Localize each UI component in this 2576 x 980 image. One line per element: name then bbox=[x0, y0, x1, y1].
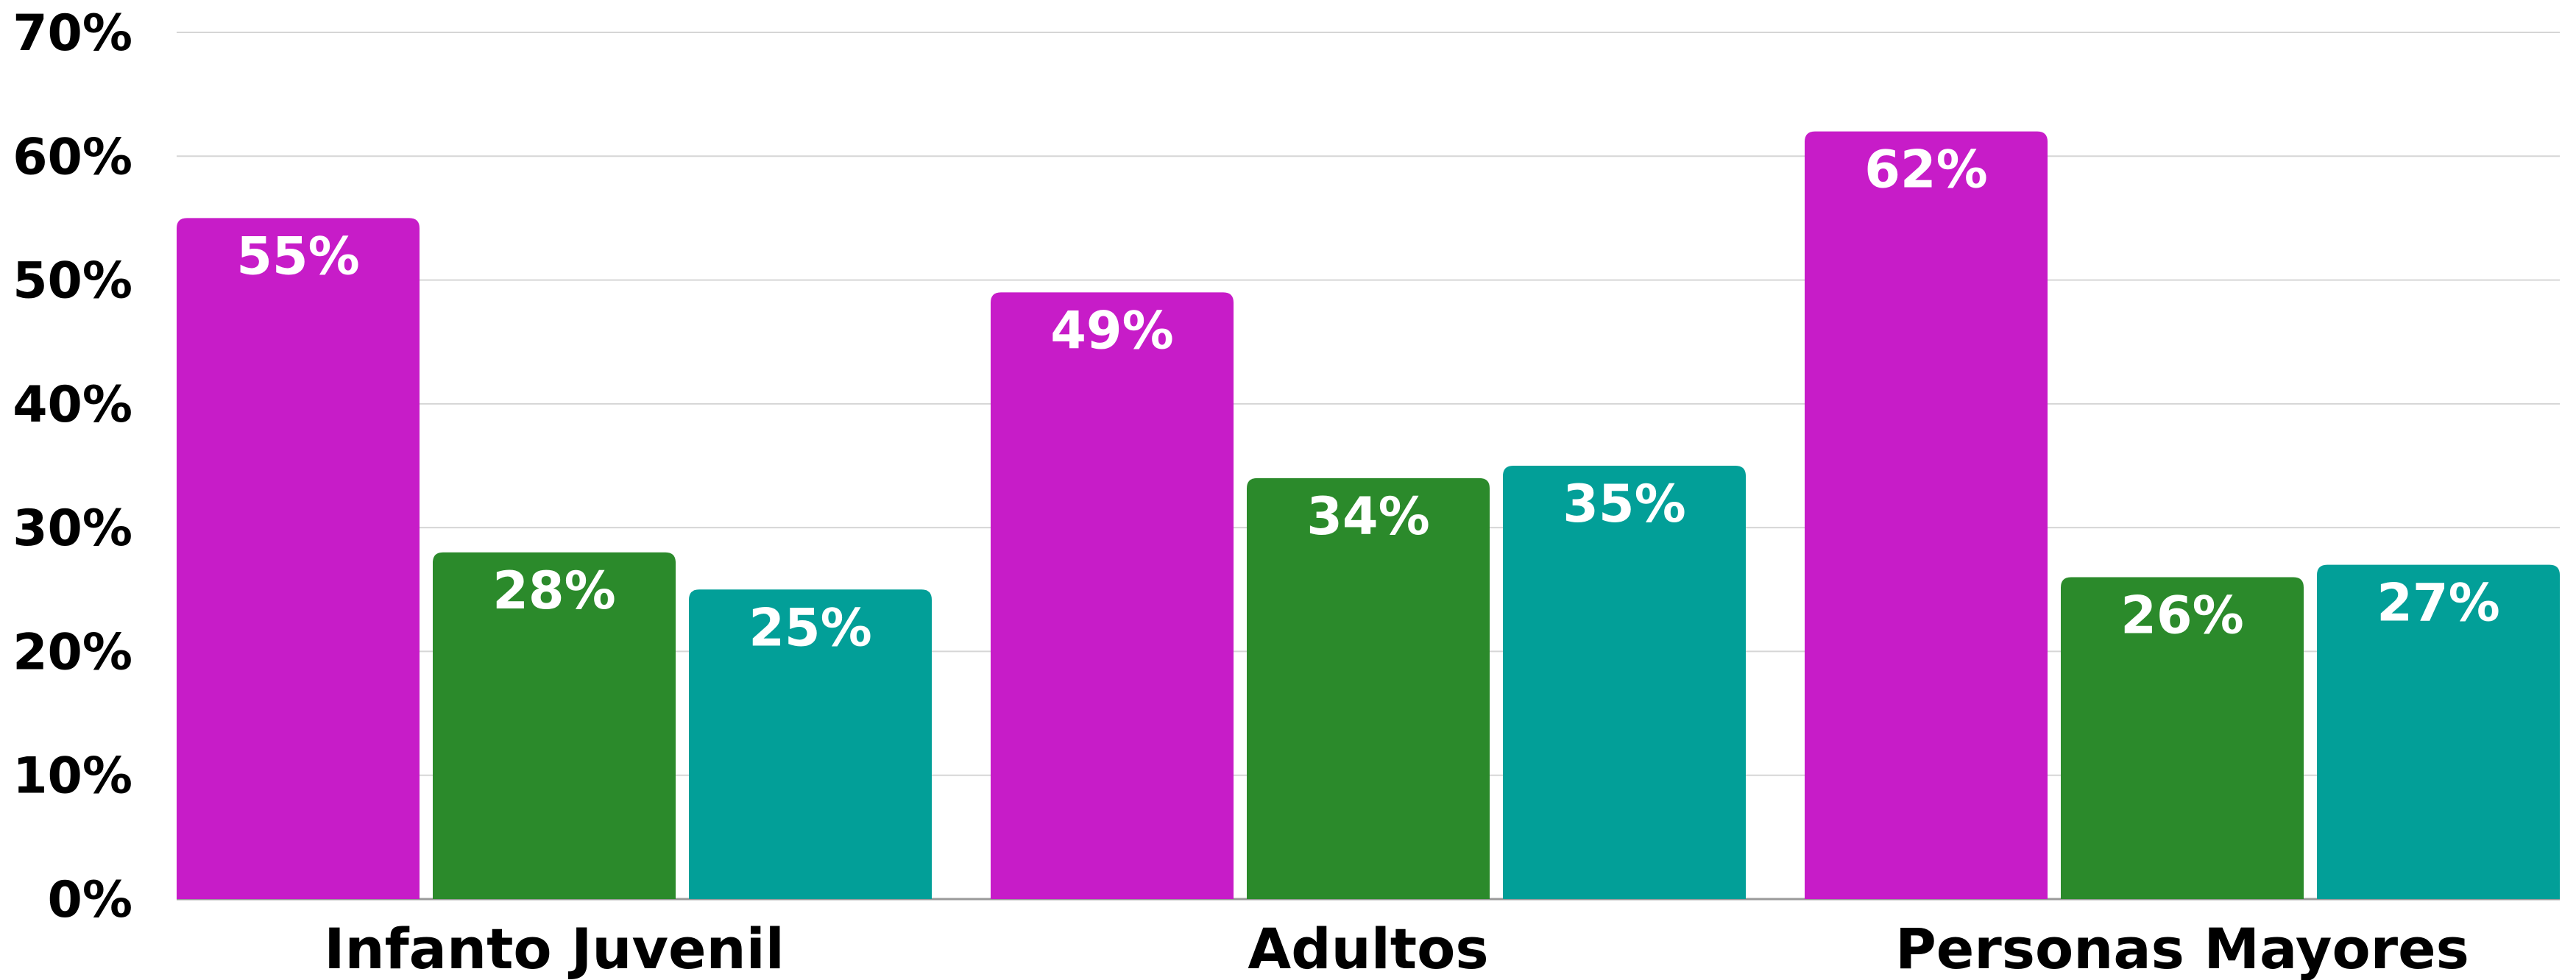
x-category-label: Adultos bbox=[1248, 916, 1488, 980]
bar bbox=[2317, 564, 2560, 899]
bar-data-label: 28% bbox=[492, 561, 616, 621]
y-tick-label: 30% bbox=[13, 500, 132, 558]
y-tick-label: 20% bbox=[13, 623, 132, 681]
bar-data-label: 27% bbox=[2377, 573, 2500, 633]
bar-data-label: 26% bbox=[2120, 585, 2244, 645]
y-tick-label: 50% bbox=[13, 252, 132, 310]
y-tick-label: 40% bbox=[13, 376, 132, 434]
x-axis-categories: Infanto Juvenil Adultos Personas Mayores bbox=[324, 916, 2469, 980]
bar bbox=[1247, 477, 1490, 899]
bar bbox=[1805, 131, 2048, 900]
bar bbox=[991, 292, 1234, 899]
y-tick-label: 60% bbox=[13, 128, 132, 186]
bar-data-label: 55% bbox=[236, 226, 360, 286]
bar bbox=[689, 589, 932, 899]
bar-data-labels: 55% 28% 25% 49% 34% 35% 62% 26% 27% bbox=[236, 140, 2500, 658]
bar-data-label: 49% bbox=[1050, 300, 1174, 361]
bars bbox=[177, 131, 2560, 900]
bar bbox=[2061, 577, 2304, 899]
y-tick-label: 0% bbox=[48, 871, 132, 929]
x-category-label: Infanto Juvenil bbox=[324, 916, 785, 980]
bar bbox=[177, 218, 420, 899]
bar-data-label: 35% bbox=[1563, 474, 1686, 534]
y-tick-label: 70% bbox=[13, 4, 132, 63]
bar bbox=[1503, 466, 1746, 899]
y-tick-label: 10% bbox=[13, 748, 132, 806]
bar bbox=[433, 552, 676, 899]
bar-data-label: 25% bbox=[749, 597, 872, 658]
bar-data-label: 34% bbox=[1306, 486, 1430, 547]
x-category-label: Personas Mayores bbox=[1895, 916, 2469, 980]
y-axis-ticks: 0% 10% 20% 30% 40% 50% 60% 70% bbox=[13, 4, 132, 929]
bar-data-label: 62% bbox=[1864, 140, 1988, 200]
